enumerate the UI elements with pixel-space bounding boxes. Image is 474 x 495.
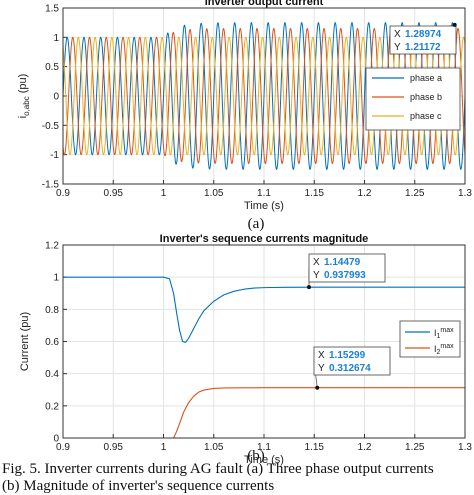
- y-tick-label: 0: [53, 92, 59, 103]
- y-axis-label-sub: o,abc: [22, 96, 31, 116]
- x-tick-label: 0.95: [104, 442, 124, 453]
- x-tick-label: 1.05: [204, 442, 224, 453]
- y-tick-label: 0.5: [45, 62, 59, 73]
- x-tick-label: 1.05: [204, 188, 224, 199]
- datatip-y-key: Y: [394, 42, 401, 53]
- figure-caption: Fig. 5. Inverter currents during AG faul…: [2, 461, 472, 495]
- x-axis-label: Time (s): [244, 200, 284, 212]
- x-tick-label: 1.3: [458, 188, 472, 199]
- datatip-i1-y-value: 0.937993: [324, 270, 366, 281]
- caption-line-2: (b) Magnitude of inverter's sequence cur…: [2, 478, 472, 495]
- legend-entry-sub: 1: [437, 333, 441, 340]
- legend-entry-sup: max: [440, 343, 454, 350]
- datatip-x-value: 1.28974: [405, 29, 442, 40]
- caption-line-1: Fig. 5. Inverter currents during AG faul…: [2, 461, 472, 478]
- legend-entry: phase c: [410, 111, 442, 121]
- legend-entry-sup: max: [440, 327, 454, 334]
- y-tick-label: 1.5: [45, 4, 59, 15]
- legend: phase a phase b phase c: [366, 68, 460, 130]
- x-tick-label: 1.2: [358, 188, 372, 199]
- y-tick-label: 0.8: [45, 305, 59, 316]
- legend-entry: phase a: [410, 73, 442, 83]
- subfigure-label-a: (a): [248, 216, 265, 232]
- datatip-i1-x-value: 1.14479: [324, 257, 361, 268]
- chart-title: Inverter output current: [205, 0, 324, 8]
- y-tick-label: 1: [53, 33, 59, 44]
- datatip-y-value: 1.21172: [405, 42, 441, 53]
- datatip-i1-x-key: X: [313, 257, 320, 268]
- x-tick-label: 1.15: [305, 442, 325, 453]
- datatip-i2-y-value: 0.312674: [329, 363, 371, 374]
- x-tick-label: 1.2: [358, 442, 372, 453]
- datatip-i2-y-key: Y: [318, 363, 325, 374]
- y-tick-label: 0.2: [45, 401, 59, 412]
- legend-entry-sub: 2: [437, 349, 441, 356]
- y-tick-label: -1: [50, 150, 59, 161]
- y-tick-label: -0.5: [42, 121, 60, 132]
- y-tick-label: 0.4: [45, 369, 59, 380]
- x-tick-label: 1: [161, 188, 167, 199]
- x-tick-label: 1.3: [458, 442, 472, 453]
- x-tick-label: 1.25: [405, 188, 425, 199]
- legend-entry: phase b: [410, 92, 442, 102]
- chart-title: Inverter's sequence currents magnitude: [160, 233, 369, 245]
- y-tick-label: 1: [53, 273, 59, 284]
- y-tick-label: -1.5: [42, 180, 60, 191]
- y-axis-label-unit: (pu): [17, 74, 29, 97]
- datatip-i1-y-key: Y: [313, 270, 320, 281]
- y-tick-label: 0: [53, 434, 59, 445]
- x-tick-label: 1.25: [405, 442, 425, 453]
- datatip-i2-x-value: 1.15299: [329, 350, 366, 361]
- x-tick-label: 1.15: [305, 188, 325, 199]
- x-tick-label: 1: [161, 442, 167, 453]
- y-axis-label: Current (pu): [19, 312, 31, 371]
- datatip-i1-marker: [307, 285, 311, 289]
- y-axis-label: io,abc (pu): [17, 74, 31, 119]
- datatip-i2-marker: [315, 386, 319, 390]
- x-tick-label: 0.95: [104, 188, 124, 199]
- datatip-x-key: X: [394, 29, 401, 40]
- y-tick-label: 1.2: [45, 241, 59, 252]
- datatip-marker: [453, 23, 457, 27]
- datatip-i2-x-key: X: [318, 350, 325, 361]
- x-tick-label: 1.1: [257, 188, 271, 199]
- y-tick-label: 0.6: [45, 337, 59, 348]
